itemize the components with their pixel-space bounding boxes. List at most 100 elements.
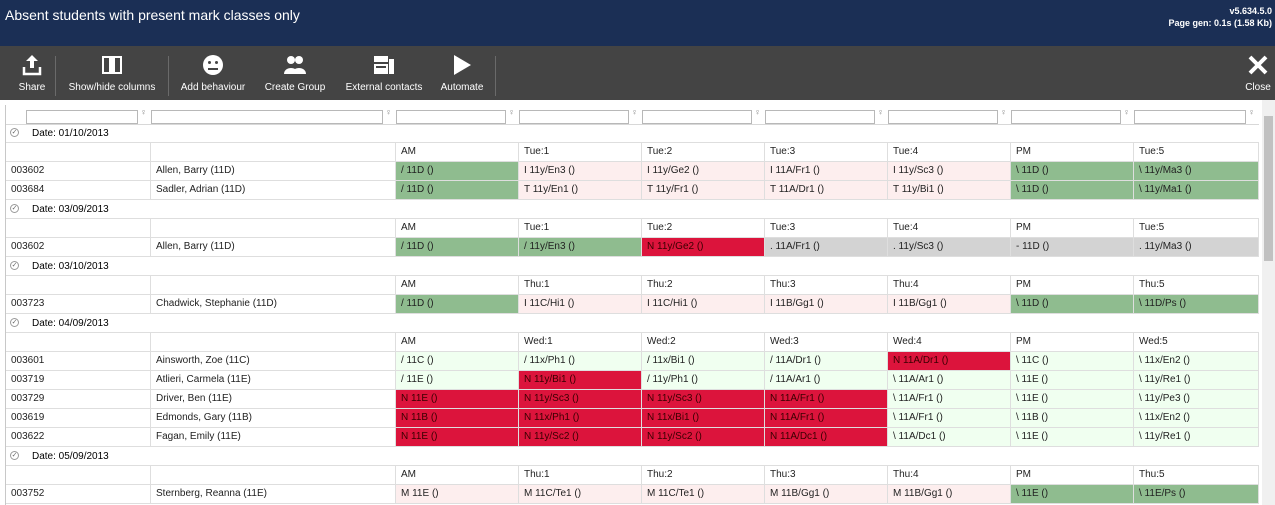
collapse-group-icon[interactable]: ✓ [10, 204, 19, 213]
filter-icon[interactable]: ♀ [1123, 107, 1130, 117]
mark-cell: \ 11A/Fr1 () [888, 409, 1011, 428]
period-header-cell [151, 276, 396, 295]
period-header-cell [6, 219, 151, 238]
period-header-cell: Thu:4 [888, 276, 1011, 295]
scrollbar-thumb[interactable] [1264, 116, 1273, 261]
column-filter-input[interactable] [642, 110, 752, 124]
mark-cell: \ 11y/Pe3 () [1134, 390, 1259, 409]
contacts-icon [364, 50, 404, 80]
automate-button[interactable]: Automate [436, 46, 488, 100]
mark-cell: I 11y/En3 () [519, 162, 642, 181]
mark-cell: N 11E () [396, 428, 519, 447]
group-header-row: ✓ Date: 03/09/2013 [6, 200, 1259, 219]
student-id-cell: 003752 [6, 485, 151, 504]
mark-cell: \ 11E () [1011, 390, 1134, 409]
create-group-label: Create Group [264, 82, 326, 93]
mark-cell: M 11C/Te1 () [519, 485, 642, 504]
filter-box: ♀ [396, 107, 515, 124]
period-header-cell: Wed:5 [1134, 333, 1259, 352]
group-date-label: Date: 03/10/2013 [32, 261, 109, 272]
filter-icon[interactable]: ♀ [1248, 107, 1255, 117]
mark-cell: T 11y/Bi1 () [888, 181, 1011, 200]
filter-icon[interactable]: ♀ [1000, 107, 1007, 117]
close-label: Close [1245, 82, 1271, 93]
mark-cell: \ 11y/Ma3 () [1134, 162, 1259, 181]
mark-cell: \ 11E () [1011, 485, 1134, 504]
add-behaviour-button[interactable]: Add behaviour [175, 46, 251, 100]
mark-cell: \ 11D () [1011, 162, 1134, 181]
filter-box: ♀ [765, 107, 884, 124]
mark-cell: N 11E () [396, 390, 519, 409]
column-filter-input[interactable] [765, 110, 875, 124]
collapse-group-icon[interactable]: ✓ [10, 261, 19, 270]
period-header-cell: Wed:4 [888, 333, 1011, 352]
collapse-group-icon[interactable]: ✓ [10, 318, 19, 327]
period-header-cell: Thu:5 [1134, 466, 1259, 485]
toolbar-divider [55, 56, 56, 96]
mark-cell: N 11A/Fr1 () [765, 409, 888, 428]
mark-cell: - 11D () [1011, 238, 1134, 257]
column-filter-input[interactable] [888, 110, 998, 124]
group-date-label: Date: 03/09/2013 [32, 204, 109, 215]
close-button[interactable]: Close [1243, 46, 1273, 100]
column-filter-input[interactable] [26, 110, 138, 124]
period-header-cell: Tue:4 [888, 143, 1011, 162]
student-name-cell: Sadler, Adrian (11D) [151, 181, 396, 200]
external-contacts-button[interactable]: External contacts [341, 46, 427, 100]
period-header-cell: Tue:3 [765, 219, 888, 238]
mark-cell: \ 11y/Re1 () [1134, 428, 1259, 447]
filter-icon[interactable]: ♀ [385, 107, 392, 117]
vertical-scrollbar[interactable] [1262, 100, 1275, 505]
group-date-label: Date: 05/09/2013 [32, 451, 109, 462]
filter-box: ♀ [1011, 107, 1130, 124]
share-button[interactable]: Share [14, 46, 50, 100]
column-filter-input[interactable] [1011, 110, 1121, 124]
columns-icon [92, 50, 132, 80]
filter-icon[interactable]: ♀ [631, 107, 638, 117]
results-grid: ♀ ♀ ♀ ♀ ♀ ♀ ♀ ♀ ♀ ✓ Date: 01/10/2013 AM Tue:1 Tue:2 T… [5, 105, 1259, 505]
mark-cell: I 11y/Sc3 () [888, 162, 1011, 181]
external-contacts-label: External contacts [345, 82, 423, 93]
filter-row: ♀ ♀ ♀ ♀ ♀ ♀ ♀ ♀ ♀ [6, 105, 1259, 125]
mark-cell: I 11C/Hi1 () [642, 295, 765, 314]
column-filter-input[interactable] [396, 110, 506, 124]
period-header-cell: Thu:5 [1134, 276, 1259, 295]
period-header-cell [6, 276, 151, 295]
column-filter-input[interactable] [519, 110, 629, 124]
create-group-button[interactable]: Create Group [262, 46, 328, 100]
period-header-cell: Tue:1 [519, 143, 642, 162]
student-id-cell: 003719 [6, 371, 151, 390]
filter-box: ♀ [151, 107, 392, 124]
toolbar-divider [495, 56, 496, 96]
mark-cell: \ 11D () [1011, 295, 1134, 314]
period-header-cell: Wed:2 [642, 333, 765, 352]
mark-cell: / 11A/Ar1 () [765, 371, 888, 390]
collapse-group-icon[interactable]: ✓ [10, 128, 19, 137]
period-header-cell: Wed:3 [765, 333, 888, 352]
share-icon [12, 50, 52, 80]
filter-icon[interactable]: ♀ [508, 107, 515, 117]
period-header-cell: AM [396, 466, 519, 485]
mark-cell: \ 11A/Dc1 () [888, 428, 1011, 447]
period-header-cell [6, 333, 151, 352]
version-info: v5.634.5.0 Page gen: 0.1s (1.58 Kb) [1168, 5, 1272, 29]
mark-cell: \ 11A/Ar1 () [888, 371, 1011, 390]
student-id-cell: 003601 [6, 352, 151, 371]
collapse-group-icon[interactable]: ✓ [10, 451, 19, 460]
student-id-cell: 003602 [6, 162, 151, 181]
student-name-cell: Ainsworth, Zoe (11C) [151, 352, 396, 371]
show-hide-columns-button[interactable]: Show/hide columns [62, 46, 162, 100]
page-title: Absent students with present mark classe… [5, 7, 300, 23]
period-header-cell: AM [396, 276, 519, 295]
filter-icon[interactable]: ♀ [754, 107, 761, 117]
filter-icon[interactable]: ♀ [877, 107, 884, 117]
mark-cell: / 11E () [396, 371, 519, 390]
title-bar: Absent students with present mark classe… [0, 0, 1275, 46]
mark-cell: I 11B/Gg1 () [765, 295, 888, 314]
filter-icon[interactable]: ♀ [140, 107, 147, 117]
column-filter-input[interactable] [1134, 110, 1246, 124]
period-header-cell: AM [396, 333, 519, 352]
period-header-cell: Tue:3 [765, 143, 888, 162]
column-filter-input[interactable] [151, 110, 383, 124]
period-header-cell: Thu:1 [519, 466, 642, 485]
